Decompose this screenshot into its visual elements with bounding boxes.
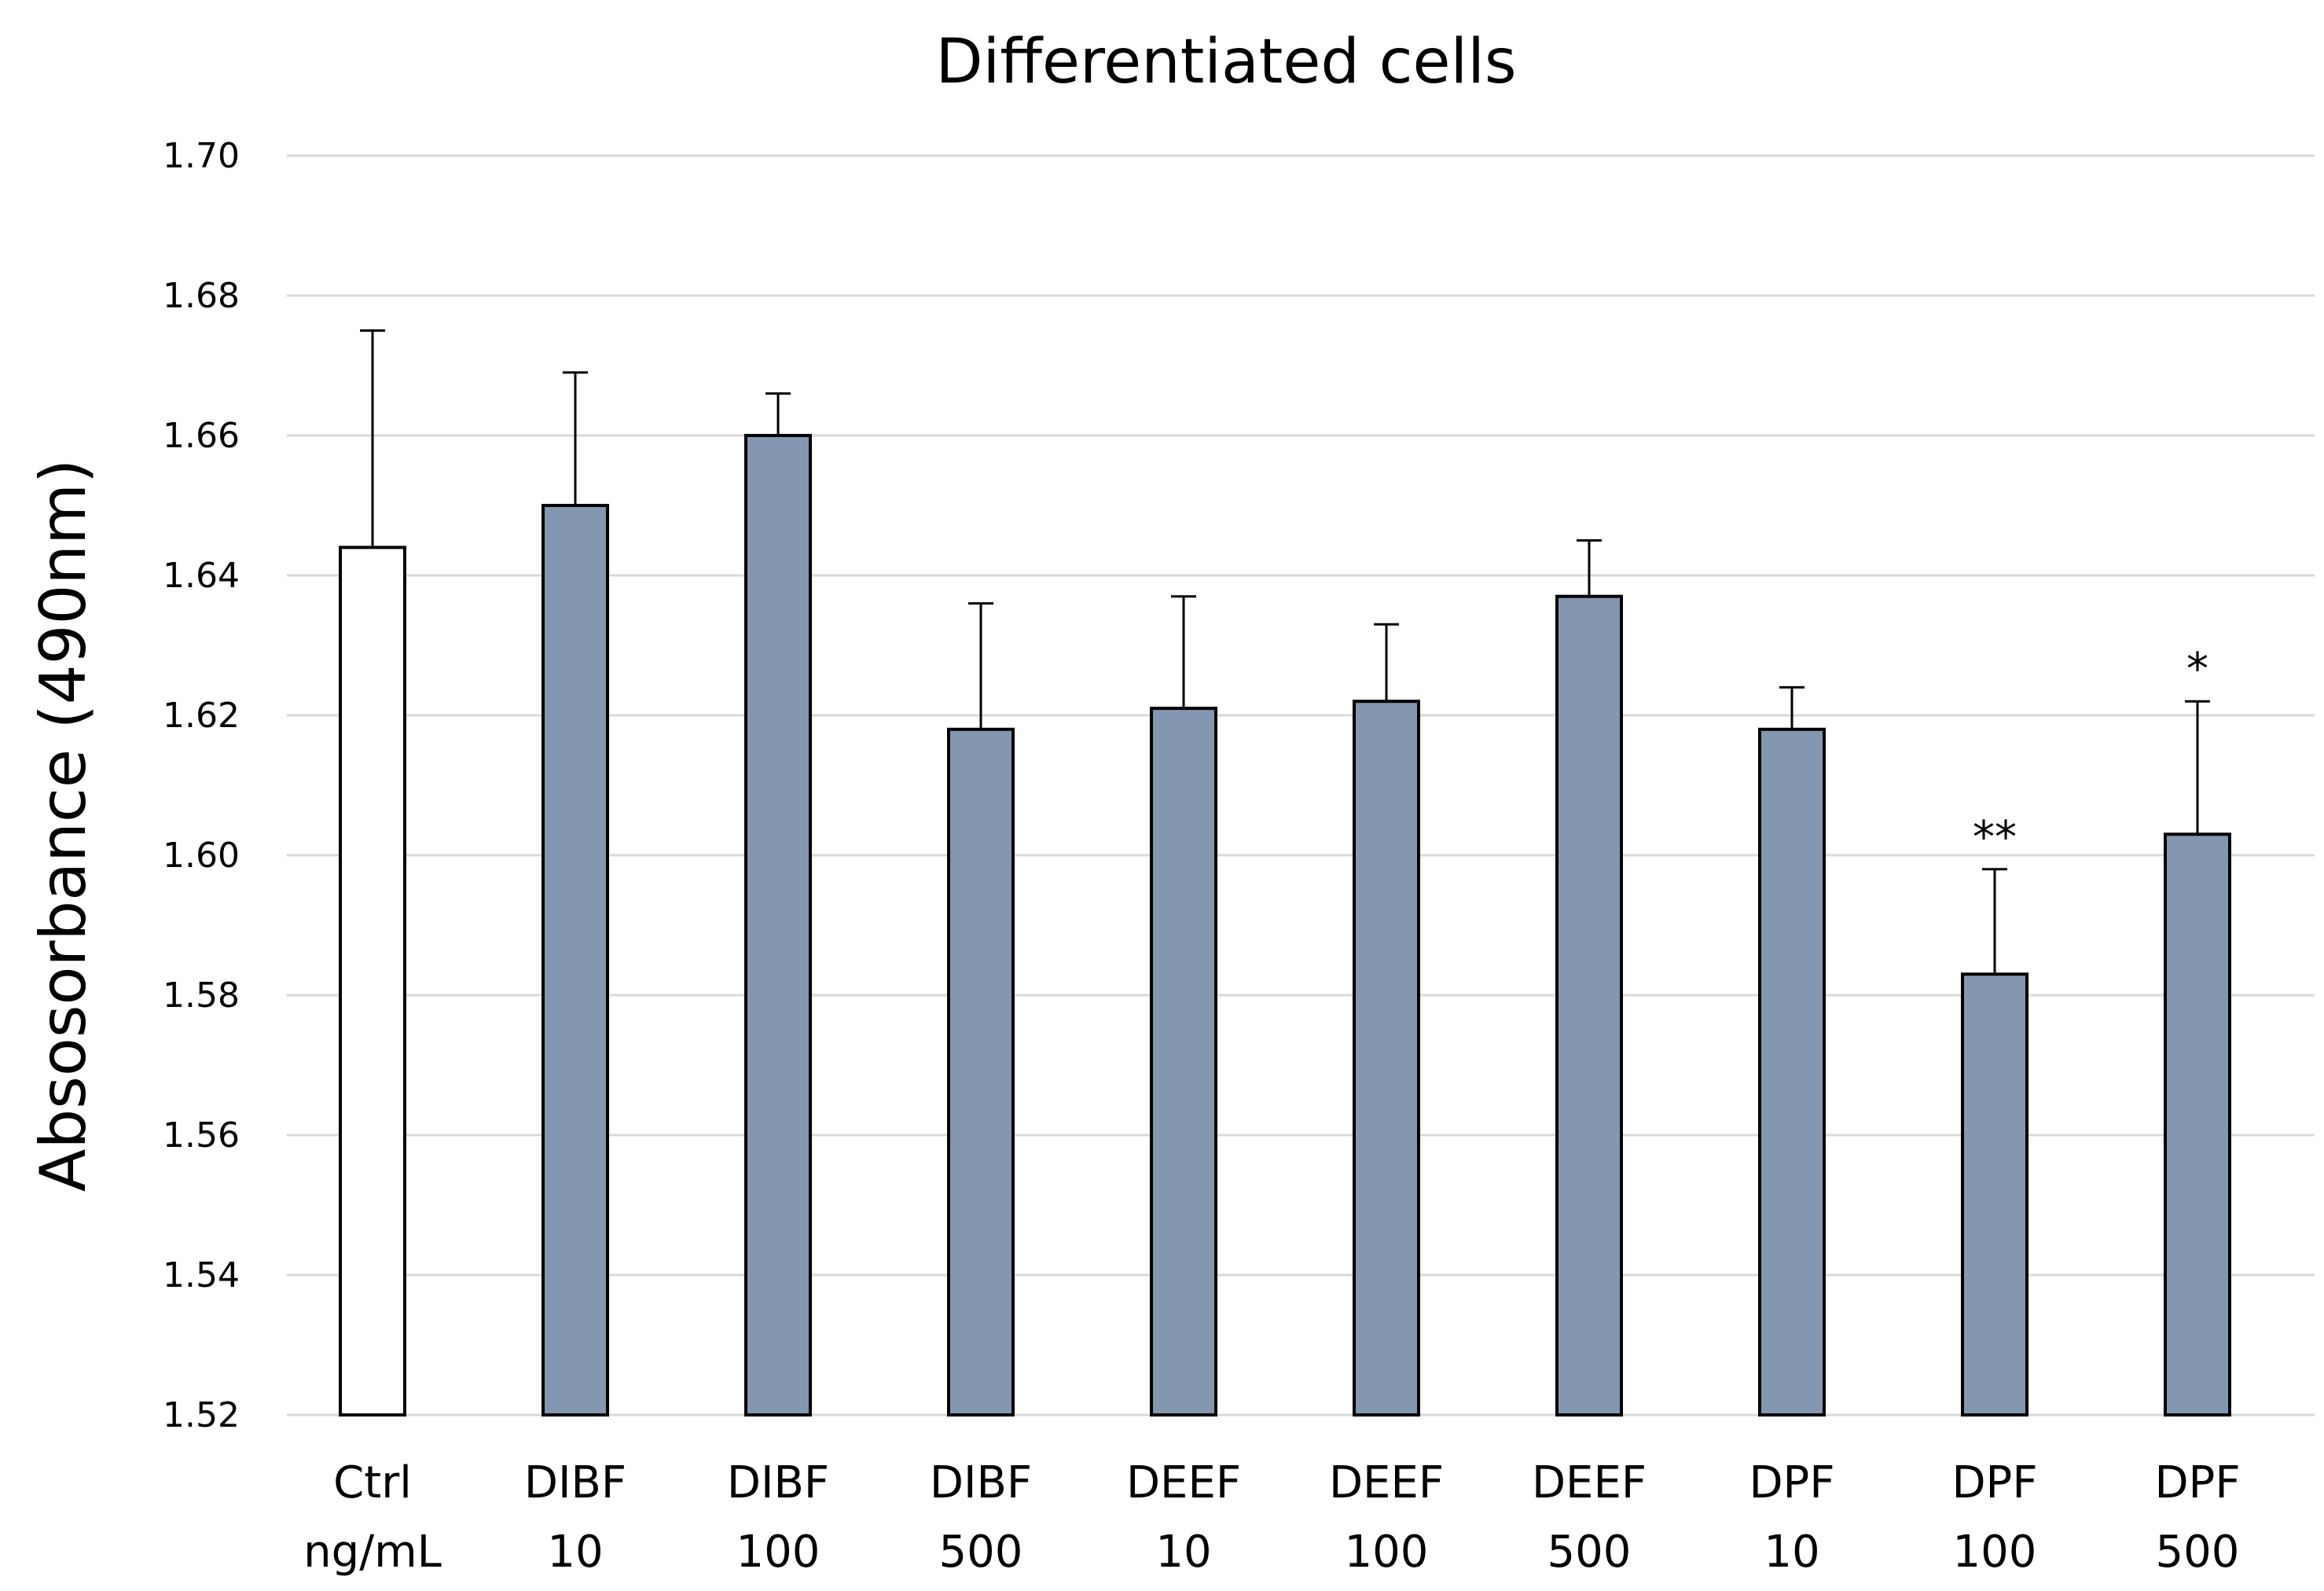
y-tick-label: 1.68 bbox=[163, 276, 240, 316]
x-tick-label: DEEF bbox=[1126, 1457, 1241, 1508]
bar bbox=[2164, 832, 2231, 1417]
x-axis-ticks: Ctrl ng/mL DIBF 10 DIBF 100 DIBF 500 DEEF 10 DEEF 1… bbox=[303, 1457, 2240, 1578]
x-tick-dose: 10 bbox=[547, 1527, 603, 1578]
bar bbox=[1555, 594, 1623, 1417]
x-tick-dose: 10 bbox=[1155, 1527, 1211, 1578]
x-tick-label: DEEF bbox=[1329, 1457, 1444, 1508]
x-unit-label: ng/mL bbox=[303, 1527, 442, 1578]
y-tick-label: 1.54 bbox=[163, 1255, 240, 1295]
x-tick-label: Ctrl bbox=[333, 1457, 412, 1508]
y-tick-label: 1.62 bbox=[163, 696, 240, 736]
x-tick-label: DIBF bbox=[727, 1457, 829, 1508]
y-tick-label: 1.52 bbox=[163, 1395, 240, 1435]
y-tick-label: 1.70 bbox=[163, 136, 240, 176]
y-axis-label: Absosorbance (490nm) bbox=[27, 459, 100, 1192]
error-bars bbox=[360, 329, 2210, 975]
y-tick-label: 1.58 bbox=[163, 976, 240, 1016]
y-axis-ticks: 1.52 1.54 1.56 1.58 1.60 1.62 1.64 1.66 1.68 1.70 bbox=[163, 136, 240, 1435]
x-tick-dose: 100 bbox=[1953, 1527, 2037, 1578]
x-tick-label: DIBF bbox=[930, 1457, 1032, 1508]
x-tick-dose: 500 bbox=[939, 1527, 1023, 1578]
bar bbox=[1758, 727, 1826, 1416]
y-tick-label: 1.66 bbox=[163, 416, 240, 456]
x-tick-dose: 500 bbox=[1547, 1527, 1632, 1578]
x-tick-label: DPF bbox=[1749, 1457, 1834, 1508]
chart-title: Differentiated cells bbox=[935, 27, 1516, 97]
bar bbox=[1353, 700, 1420, 1416]
x-tick-label: DIBF bbox=[524, 1457, 626, 1508]
bar bbox=[1150, 707, 1217, 1416]
x-tick-dose: 100 bbox=[736, 1527, 821, 1578]
bar bbox=[339, 546, 406, 1416]
y-tick-label: 1.56 bbox=[163, 1115, 240, 1156]
bar bbox=[1961, 972, 2028, 1417]
x-tick-label: DPF bbox=[1951, 1457, 2037, 1508]
gridlines bbox=[287, 154, 2315, 1416]
bar bbox=[542, 504, 609, 1416]
y-tick-label: 1.60 bbox=[163, 836, 240, 876]
significance-markers: *** bbox=[1973, 644, 2208, 863]
significance-marker: * bbox=[2186, 644, 2208, 695]
x-tick-dose: 500 bbox=[2156, 1527, 2240, 1578]
x-tick-label: DPF bbox=[2154, 1457, 2240, 1508]
bars bbox=[339, 434, 2231, 1417]
significance-marker: ** bbox=[1973, 812, 2017, 863]
y-tick-label: 1.64 bbox=[163, 556, 240, 596]
x-tick-dose: 100 bbox=[1345, 1527, 1429, 1578]
bar bbox=[744, 434, 812, 1416]
x-tick-label: DEEF bbox=[1532, 1457, 1647, 1508]
x-tick-dose: 10 bbox=[1764, 1527, 1819, 1578]
bar bbox=[947, 727, 1015, 1416]
